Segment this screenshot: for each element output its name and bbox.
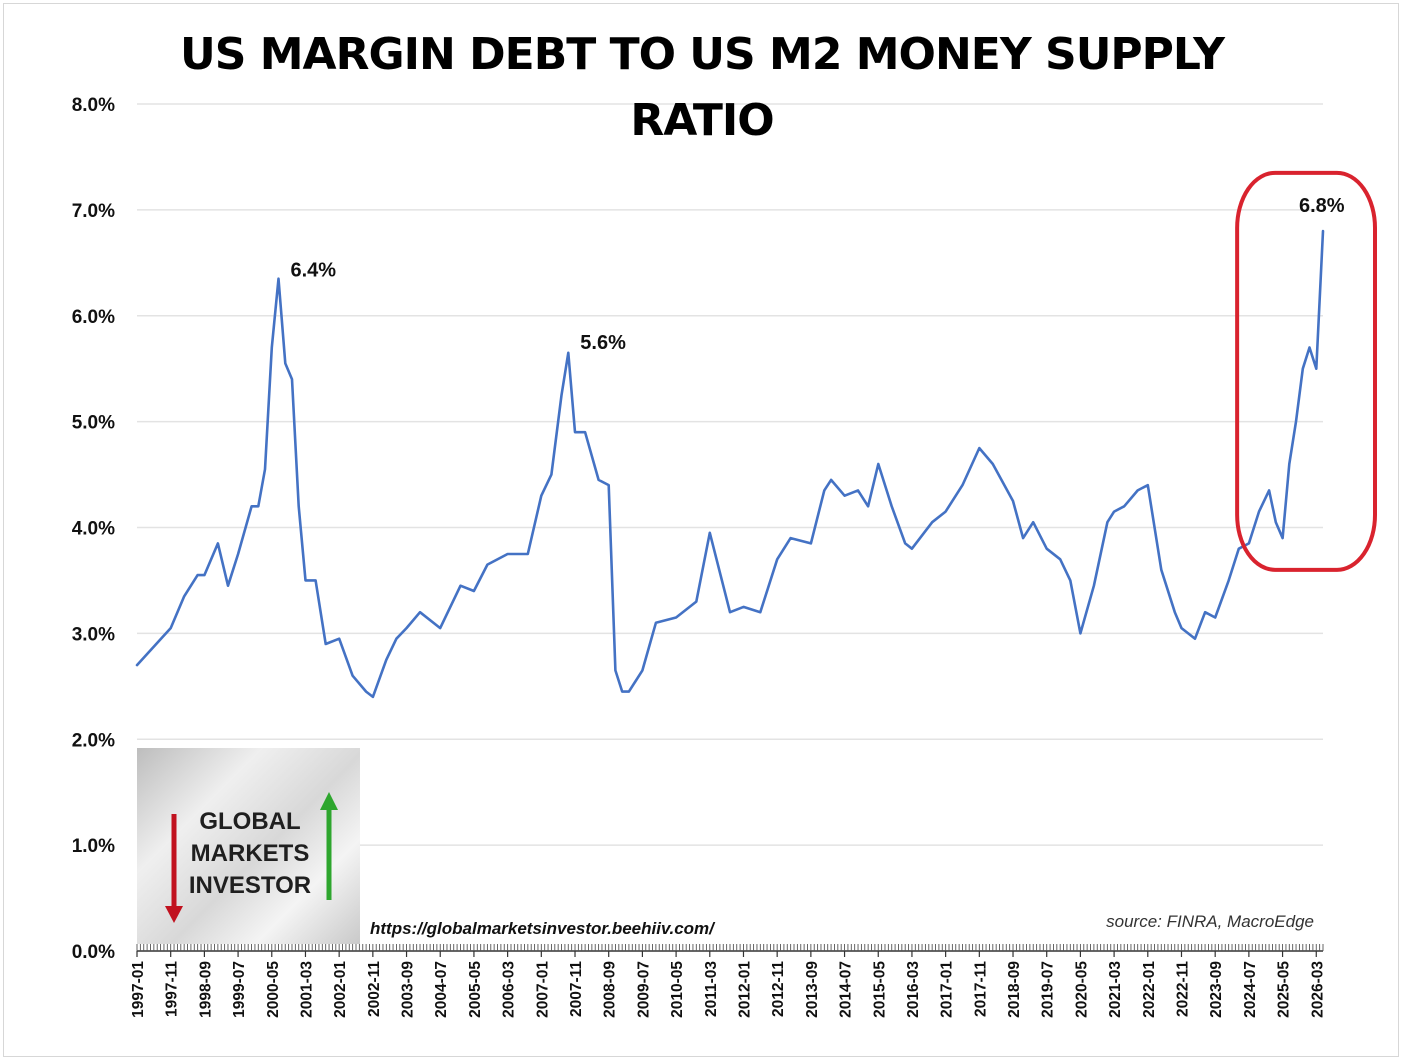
source-credit: source: FINRA, MacroEdge (1106, 912, 1314, 931)
x-tick-label: 2013-09 (804, 961, 821, 1018)
peak-label: 6.4% (291, 260, 337, 282)
logo-arrows (165, 792, 338, 923)
x-tick-label: 1997-11 (164, 961, 181, 1017)
x-tick-label: 2024-07 (1242, 961, 1259, 1018)
x-tick-label: 2000-05 (265, 961, 282, 1018)
x-tick-label: 2007-11 (568, 961, 585, 1017)
x-tick-label: 2010-05 (669, 961, 686, 1018)
x-tick-label: 2026-03 (1309, 961, 1326, 1018)
x-tick-label: 2002-01 (332, 961, 349, 1018)
x-tick-label: 2016-03 (905, 961, 922, 1018)
x-tick-label: 2018-09 (1006, 961, 1023, 1018)
y-axis-ticks: 0.0% 1.0% 2.0% 3.0% 4.0% 5.0% 6.0% 7.0% 8.0% (72, 95, 115, 963)
y-tick-label: 4.0% (72, 519, 115, 540)
x-tick-label: 2006-03 (501, 961, 518, 1018)
logo-text: GLOBAL MARKETS INVESTOR (185, 806, 315, 902)
y-tick-label: 1.0% (72, 836, 115, 857)
highlight-box (1235, 170, 1377, 572)
x-axis-band (136, 944, 1324, 952)
x-tick-label: 2003-09 (400, 961, 417, 1018)
y-tick-label: 7.0% (72, 201, 115, 222)
source-url[interactable]: https://globalmarketsinvestor.beehiiv.co… (370, 919, 716, 938)
x-tick-label: 2007-01 (534, 961, 551, 1018)
x-tick-label: 2012-11 (770, 961, 787, 1017)
x-tick-label: 2017-01 (939, 961, 956, 1018)
chart-frame (3, 3, 1399, 1057)
x-tick-label: 2025-05 (1276, 961, 1293, 1018)
x-tick-label: 2008-09 (602, 961, 619, 1018)
x-tick-label: 2004-07 (433, 961, 450, 1018)
x-tick-label: 2019-07 (1040, 961, 1057, 1018)
peak-label: 6.8% (1299, 195, 1345, 217)
chart-title: US MARGIN DEBT TO US M2 MONEY SUPPLY RAT… (180, 29, 1225, 146)
logo-line-3: INVESTOR (188, 872, 312, 899)
y-tick-label: 2.0% (72, 730, 115, 751)
y-tick-label: 5.0% (72, 413, 115, 434)
x-tick-label: 2009-07 (635, 961, 652, 1018)
y-tick-label: 6.0% (72, 307, 115, 328)
peak-annotations: 6.4% 5.6% 6.8% (291, 195, 1345, 354)
x-axis-ticks: 1997-01 1997-11 1998-09 1999-07 2000-05 2001-… (130, 951, 1326, 1018)
series-line (135, 229, 1325, 699)
x-tick-label: 1998-09 (197, 961, 214, 1018)
x-tick-label: 2012-01 (736, 961, 753, 1018)
x-tick-label: 2014-07 (838, 961, 855, 1018)
x-tick-label: 2001-03 (298, 961, 315, 1018)
x-tick-label: 1997-01 (130, 961, 147, 1018)
x-tick-label: 1999-07 (231, 961, 248, 1018)
x-tick-label: 2005-05 (467, 961, 484, 1018)
x-tick-label: 2011-03 (703, 961, 720, 1017)
x-tick-label: 2002-11 (366, 961, 383, 1017)
y-tick-label: 8.0% (72, 95, 115, 116)
x-tick-label: 2021-03 (1107, 961, 1124, 1018)
up-arrow-icon (320, 792, 338, 900)
peak-label: 5.6% (580, 332, 626, 354)
x-tick-label: 2022-11 (1174, 961, 1191, 1017)
x-tick-label: 2017-11 (972, 961, 989, 1017)
x-tick-label: 2015-05 (871, 961, 888, 1018)
x-tick-label: 2022-01 (1141, 961, 1158, 1018)
gridlines (137, 103, 1323, 846)
logo-line-1: GLOBAL (199, 808, 301, 835)
y-tick-label: 0.0% (72, 942, 115, 963)
brand-logo: GLOBAL MARKETS INVESTOR (137, 748, 360, 944)
down-arrow-icon (165, 814, 183, 923)
y-tick-label: 3.0% (72, 624, 115, 645)
logo-line-2: MARKETS (190, 840, 310, 867)
x-tick-label: 2023-09 (1208, 961, 1225, 1018)
x-tick-label: 2020-05 (1073, 961, 1090, 1018)
